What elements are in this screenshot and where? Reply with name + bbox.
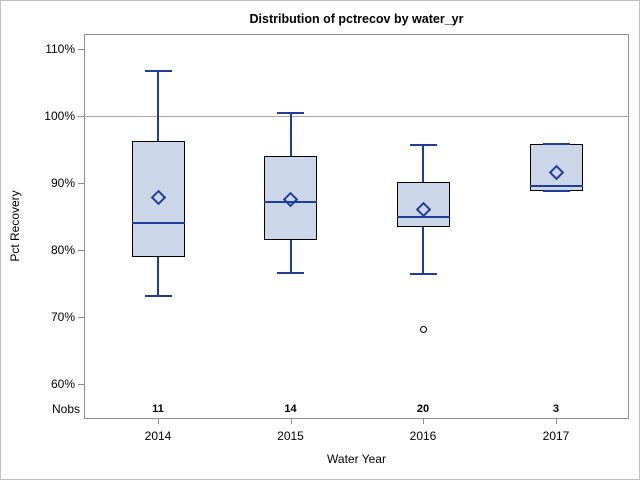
- y-tick-label: 100%: [44, 109, 75, 123]
- y-tick-label: 110%: [45, 42, 75, 56]
- y-tick-mark: [78, 49, 84, 50]
- outlier-point: [419, 325, 427, 333]
- box: [396, 182, 450, 228]
- chart-title: Distribution of pctrecov by water_yr: [249, 12, 464, 26]
- y-tick-label: 90%: [50, 176, 75, 190]
- nobs-value: 11: [152, 403, 164, 415]
- nobs-row-label: Nobs: [51, 402, 80, 416]
- whisker-cap-max: [277, 111, 304, 114]
- y-tick-mark: [78, 317, 84, 318]
- x-tick-label: 2015: [277, 429, 304, 443]
- x-tick-label: 2014: [144, 429, 172, 443]
- x-axis-title: Water Year: [327, 452, 386, 466]
- nobs-value: 3: [552, 403, 560, 415]
- median-line: [529, 185, 583, 188]
- x-tick-mark: [158, 419, 159, 424]
- whisker-cap-max: [144, 70, 172, 73]
- whisker-cap-min: [277, 272, 304, 275]
- whisker-cap-min: [409, 273, 437, 276]
- nobs-value: 20: [416, 403, 430, 415]
- whisker-cap-min: [144, 294, 172, 297]
- y-axis-title: Pct Recovery: [8, 190, 22, 262]
- whisker-cap-max: [542, 143, 570, 146]
- y-tick-label: 60%: [50, 377, 75, 391]
- x-tick-label: 2017: [542, 429, 570, 443]
- box: [264, 156, 317, 240]
- y-tick-mark: [78, 183, 84, 184]
- x-tick-mark: [423, 419, 424, 424]
- y-tick-mark: [78, 384, 84, 385]
- x-tick-mark: [290, 419, 292, 424]
- reference-line: [84, 116, 629, 117]
- whisker-cap-min: [542, 190, 570, 193]
- whisker-cap-max: [409, 143, 437, 146]
- box: [131, 140, 185, 257]
- y-tick-mark: [78, 250, 84, 251]
- y-tick-label: 80%: [50, 243, 75, 257]
- nobs-value: 14: [284, 403, 297, 415]
- x-tick-label: 2016: [409, 429, 437, 443]
- y-tick-mark: [78, 116, 84, 117]
- median-line: [131, 222, 185, 225]
- x-tick-mark: [556, 419, 557, 424]
- y-tick-label: 70%: [50, 310, 75, 324]
- median-line: [264, 200, 317, 203]
- median-line: [396, 215, 450, 218]
